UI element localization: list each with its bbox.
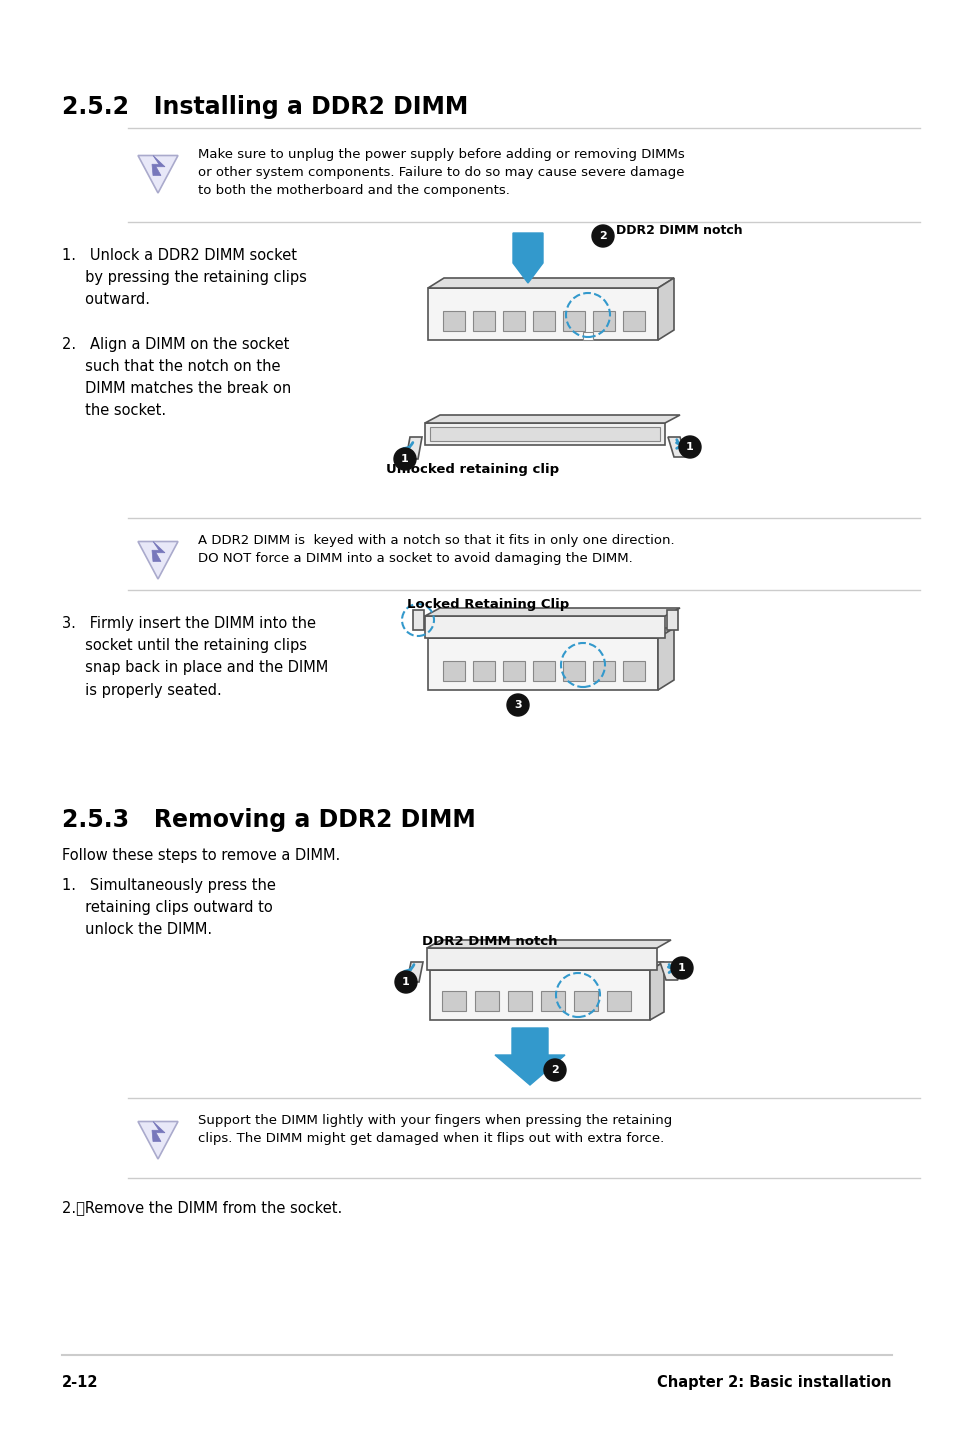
- Text: 3: 3: [514, 700, 521, 710]
- Polygon shape: [428, 628, 673, 638]
- Polygon shape: [427, 948, 657, 971]
- Polygon shape: [475, 991, 498, 1011]
- Polygon shape: [540, 991, 564, 1011]
- Text: 1.   Simultaneously press the
     retaining clips outward to
     unlock the DI: 1. Simultaneously press the retaining cl…: [62, 879, 275, 938]
- Polygon shape: [427, 940, 670, 948]
- Polygon shape: [606, 991, 630, 1011]
- Polygon shape: [406, 437, 421, 459]
- Text: 1.   Unlock a DDR2 DIMM socket
     by pressing the retaining clips
     outward: 1. Unlock a DDR2 DIMM socket by pressing…: [62, 247, 307, 418]
- Text: 2-12: 2-12: [62, 1375, 98, 1391]
- Text: A DDR2 DIMM is  keyed with a notch so that it fits in only one direction.
DO NOT: A DDR2 DIMM is keyed with a notch so tha…: [198, 533, 674, 565]
- Polygon shape: [513, 233, 542, 283]
- Text: 1: 1: [402, 976, 410, 986]
- Polygon shape: [593, 661, 615, 682]
- Polygon shape: [649, 962, 663, 1020]
- Polygon shape: [562, 311, 584, 331]
- Text: 1: 1: [400, 454, 409, 464]
- Polygon shape: [574, 991, 598, 1011]
- Circle shape: [679, 436, 700, 457]
- Text: DDR2 DIMM notch: DDR2 DIMM notch: [616, 224, 741, 237]
- Polygon shape: [658, 278, 673, 339]
- Polygon shape: [413, 610, 423, 630]
- Polygon shape: [424, 608, 679, 615]
- Polygon shape: [502, 311, 524, 331]
- Polygon shape: [582, 332, 593, 339]
- Circle shape: [592, 224, 614, 247]
- Polygon shape: [495, 1028, 564, 1086]
- Polygon shape: [667, 437, 685, 457]
- Polygon shape: [428, 638, 658, 690]
- Text: 2.5.2   Installing a DDR2 DIMM: 2.5.2 Installing a DDR2 DIMM: [62, 95, 468, 119]
- Polygon shape: [430, 962, 663, 971]
- Polygon shape: [666, 610, 678, 630]
- Polygon shape: [428, 278, 673, 288]
- Polygon shape: [533, 661, 555, 682]
- Text: 2.5.3   Removing a DDR2 DIMM: 2.5.3 Removing a DDR2 DIMM: [62, 808, 476, 833]
- Polygon shape: [152, 155, 165, 175]
- Text: Locked Retaining Clip: Locked Retaining Clip: [406, 598, 569, 611]
- Polygon shape: [424, 615, 664, 638]
- Polygon shape: [442, 661, 464, 682]
- Polygon shape: [138, 542, 178, 580]
- Polygon shape: [428, 288, 658, 339]
- Circle shape: [506, 695, 529, 716]
- Polygon shape: [658, 628, 673, 690]
- Polygon shape: [138, 155, 178, 193]
- Text: Follow these steps to remove a DIMM.: Follow these steps to remove a DIMM.: [62, 848, 340, 863]
- Circle shape: [543, 1058, 565, 1081]
- Text: 1: 1: [678, 963, 685, 974]
- Polygon shape: [593, 311, 615, 331]
- Text: 2: 2: [551, 1066, 558, 1076]
- Text: Chapter 2: Basic installation: Chapter 2: Basic installation: [657, 1375, 891, 1391]
- Polygon shape: [424, 416, 679, 423]
- Text: DDR2 DIMM notch: DDR2 DIMM notch: [422, 935, 558, 948]
- Polygon shape: [430, 971, 649, 1020]
- Polygon shape: [407, 962, 422, 982]
- Polygon shape: [502, 661, 524, 682]
- Text: Unlocked retaining clip: Unlocked retaining clip: [386, 463, 559, 476]
- Text: 3.   Firmly insert the DIMM into the
     socket until the retaining clips
     : 3. Firmly insert the DIMM into the socke…: [62, 615, 328, 697]
- Circle shape: [395, 971, 416, 994]
- Polygon shape: [562, 661, 584, 682]
- Polygon shape: [473, 661, 495, 682]
- Polygon shape: [138, 1122, 178, 1159]
- Text: Support the DIMM lightly with your fingers when pressing the retaining
clips. Th: Support the DIMM lightly with your finge…: [198, 1114, 672, 1145]
- Polygon shape: [659, 962, 678, 981]
- Polygon shape: [622, 311, 644, 331]
- Text: Make sure to unplug the power supply before adding or removing DIMMs
or other sy: Make sure to unplug the power supply bef…: [198, 148, 684, 197]
- Polygon shape: [507, 991, 532, 1011]
- Polygon shape: [152, 542, 165, 561]
- Polygon shape: [430, 427, 659, 441]
- Polygon shape: [622, 661, 644, 682]
- Polygon shape: [424, 423, 664, 444]
- Text: 2.	Remove the DIMM from the socket.: 2. Remove the DIMM from the socket.: [62, 1199, 342, 1215]
- Polygon shape: [442, 311, 464, 331]
- Circle shape: [670, 958, 692, 979]
- Polygon shape: [473, 311, 495, 331]
- Text: 1: 1: [685, 441, 693, 452]
- Polygon shape: [533, 311, 555, 331]
- Polygon shape: [152, 1122, 165, 1142]
- Circle shape: [394, 449, 416, 470]
- Polygon shape: [441, 991, 465, 1011]
- Text: 2: 2: [598, 232, 606, 242]
